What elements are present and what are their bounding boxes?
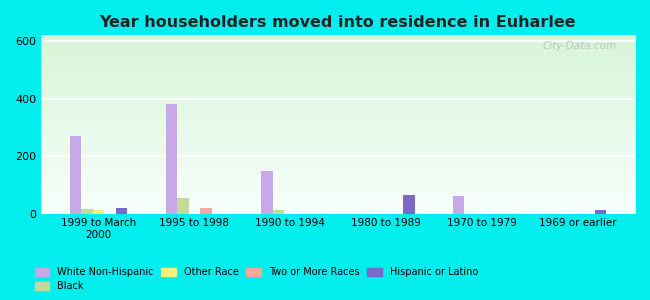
Title: Year householders moved into residence in Euharlee: Year householders moved into residence i… [99, 15, 577, 30]
Bar [261, 171, 273, 214]
Bar [166, 104, 177, 214]
Bar [81, 209, 93, 214]
Bar [595, 210, 606, 214]
Bar [93, 210, 104, 214]
Bar [116, 208, 127, 214]
Text: City-Data.com: City-Data.com [543, 41, 618, 51]
Legend: White Non-Hispanic, Black, Other Race, Two or More Races, Hispanic or Latino: White Non-Hispanic, Black, Other Race, T… [31, 263, 482, 295]
Bar [453, 196, 465, 214]
Bar [273, 210, 284, 214]
Bar [177, 198, 188, 214]
Bar [70, 136, 81, 214]
Bar [403, 195, 415, 214]
Bar [200, 208, 211, 214]
